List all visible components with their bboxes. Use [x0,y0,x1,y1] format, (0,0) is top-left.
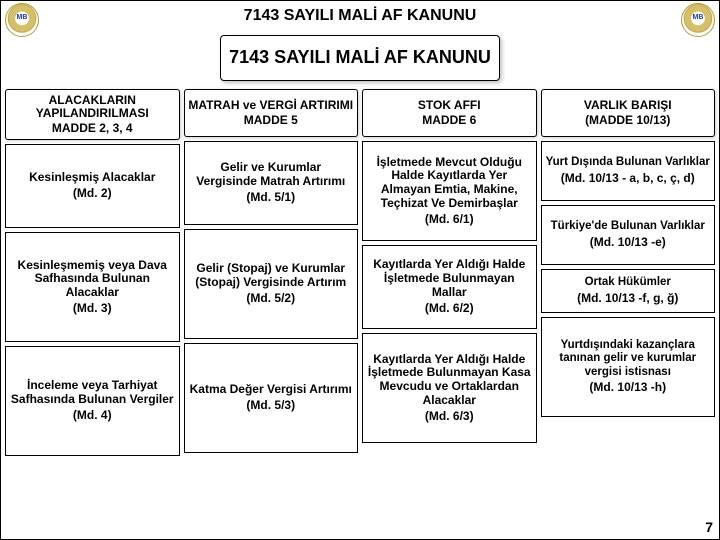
cell-ref: (Md. 5/3) [189,399,354,413]
column-4: VARLIK BARIŞI (MADDE 10/13) Yurt Dışında… [541,89,716,531]
cell-ref: (Md. 3) [10,302,175,316]
column-3-head: STOK AFFI MADDE 6 [362,89,537,137]
slide: 7143 SAYILI MALİ AF KANUNU 7143 SAYILI M… [0,0,720,540]
column-2-head-title: MATRAH ve VERGİ ARTIRIMI [188,99,355,112]
column-2-head-ref: MADDE 5 [188,113,355,127]
cell-main: Gelir ve Kurumlar Vergisinde Matrah Artı… [189,161,354,189]
cell-main: Gelir (Stopaj) ve Kurumlar (Stopaj) Verg… [189,262,354,290]
column-4-cell-1: Yurt Dışında Bulunan Varlıklar (Md. 10/1… [541,141,716,201]
column-1-cell-1: Kesinleşmiş Alacaklar (Md. 2) [5,144,180,228]
cell-ref: (Md. 5/2) [189,292,354,306]
cell-main: İnceleme veya Tarhiyat Safhasında Buluna… [10,379,175,407]
column-1-head-ref: MADDE 2, 3, 4 [9,121,176,135]
cell-main: Ortak Hükümler [546,276,711,289]
hero-title-box: 7143 SAYILI MALİ AF KANUNU [220,35,500,81]
cell-main: Türkiye'de Bulunan Varlıklar [546,220,711,233]
cell-main: Kesinleşmemiş veya Dava Safhasında Bulun… [10,259,175,300]
cell-ref: (Md. 4) [10,409,175,423]
cell-main: Kayıtlarda Yer Aldığı Halde İşletmede Bu… [367,353,532,408]
cell-ref: (Md. 6/2) [367,302,532,316]
column-3: STOK AFFI MADDE 6 İşletmede Mevcut Olduğ… [362,89,537,531]
cell-ref: (Md. 10/13 -e) [546,236,711,250]
columns: ALACAKLARIN YAPILANDIRILMASI MADDE 2, 3,… [1,87,719,531]
cell-main: İşletmede Mevcut Olduğu Halde Kayıtlarda… [367,156,532,211]
cell-ref: (Md. 5/1) [189,191,354,205]
column-4-cell-2: Türkiye'de Bulunan Varlıklar (Md. 10/13 … [541,205,716,265]
column-4-head-ref: (MADDE 10/13) [545,113,712,127]
cell-ref: (Md. 10/13 -h) [546,381,711,395]
column-1-head-title: ALACAKLARIN YAPILANDIRILMASI [9,94,176,119]
column-2-cell-1: Gelir ve Kurumlar Vergisinde Matrah Artı… [184,141,359,225]
cell-main: Kayıtlarda Yer Aldığı Halde İşletmede Bu… [367,258,532,299]
hero-title: 7143 SAYILI MALİ AF KANUNU [229,48,491,68]
column-1-head: ALACAKLARIN YAPILANDIRILMASI MADDE 2, 3,… [5,89,180,140]
cell-ref: (Md. 10/13 - a, b, c, ç, d) [546,172,711,186]
column-2-head: MATRAH ve VERGİ ARTIRIMI MADDE 5 [184,89,359,137]
cell-main: Katma Değer Vergisi Artırımı [189,383,354,397]
cell-main: Kesinleşmiş Alacaklar [10,171,175,185]
header-title: 7143 SAYILI MALİ AF KANUNU [244,7,477,25]
column-4-cell-4: Yurtdışındaki kazançlara tanınan gelir v… [541,317,716,417]
ministry-logo-icon [5,3,39,37]
cell-ref: (Md. 6/1) [367,213,532,227]
column-3-head-title: STOK AFFI [366,99,533,112]
column-2-cell-3: Katma Değer Vergisi Artırımı (Md. 5/3) [184,343,359,453]
cell-ref: (Md. 10/13 -f, g, ğ) [546,292,711,306]
cell-main: Yurtdışındaki kazançlara tanınan gelir v… [546,339,711,379]
header: 7143 SAYILI MALİ AF KANUNU [1,1,719,31]
column-3-cell-3: Kayıtlarda Yer Aldığı Halde İşletmede Bu… [362,333,537,443]
column-3-head-ref: MADDE 6 [366,113,533,127]
column-4-cell-3: Ortak Hükümler (Md. 10/13 -f, g, ğ) [541,269,716,313]
column-1-cell-2: Kesinleşmemiş veya Dava Safhasında Bulun… [5,232,180,342]
cell-main: Yurt Dışında Bulunan Varlıklar [546,156,711,169]
column-3-cell-2: Kayıtlarda Yer Aldığı Halde İşletmede Bu… [362,245,537,329]
column-4-head: VARLIK BARIŞI (MADDE 10/13) [541,89,716,137]
column-2: MATRAH ve VERGİ ARTIRIMI MADDE 5 Gelir v… [184,89,359,531]
column-3-cell-1: İşletmede Mevcut Olduğu Halde Kayıtlarda… [362,141,537,241]
page-number: 7 [705,519,713,535]
cell-ref: (Md. 2) [10,187,175,201]
column-4-head-title: VARLIK BARIŞI [545,99,712,112]
cell-ref: (Md. 6/3) [367,410,532,424]
column-1: ALACAKLARIN YAPILANDIRILMASI MADDE 2, 3,… [5,89,180,531]
ministry-logo-icon [681,3,715,37]
column-2-cell-2: Gelir (Stopaj) ve Kurumlar (Stopaj) Verg… [184,229,359,339]
column-1-cell-3: İnceleme veya Tarhiyat Safhasında Buluna… [5,346,180,456]
